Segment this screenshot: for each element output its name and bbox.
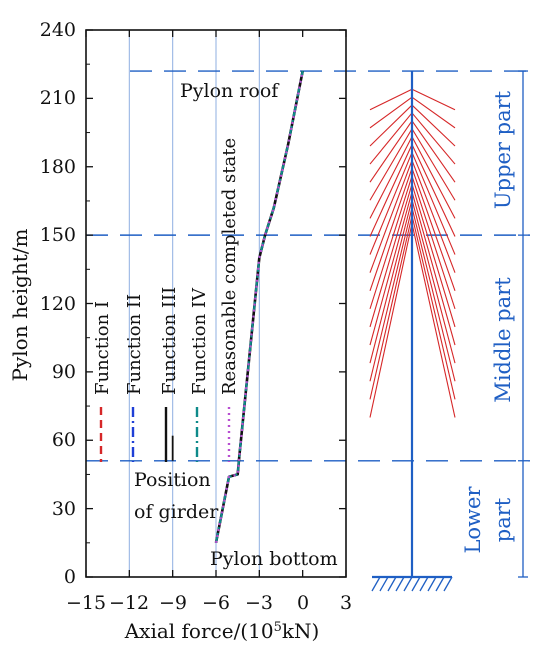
region-label-lower-2: part (491, 497, 515, 542)
base-hatch (379, 576, 389, 592)
x-tick-label: −6 (202, 592, 230, 614)
legend-label-function-1: Function I (92, 301, 113, 395)
y-tick-label: 120 (40, 293, 76, 315)
stay-cable (411, 223, 456, 418)
pylon-bottom-label: Pylon bottom (210, 548, 338, 570)
stay-cable (411, 160, 456, 273)
pylon-diagram (369, 70, 528, 592)
stay-cable (369, 152, 413, 255)
stay-cable (411, 136, 456, 219)
base-hatch (427, 576, 437, 592)
x-tick-label: −15 (66, 592, 106, 614)
x-tick-label: −3 (245, 592, 273, 614)
series-lines (99, 70, 304, 544)
girder-label-line1: Position (134, 469, 211, 491)
base-hatch (395, 576, 405, 592)
base-hatch (419, 576, 429, 592)
stay-cable (369, 136, 413, 219)
stay-cable (369, 112, 413, 165)
stay-cable (369, 191, 413, 346)
region-label-lower-1: Lower (461, 486, 485, 554)
stay-cable (369, 175, 413, 310)
base-hatch (435, 576, 445, 592)
axis-ticks (85, 29, 347, 578)
stay-cable (369, 199, 413, 364)
stay-cable (369, 120, 413, 183)
region-label-upper: Upper part (491, 90, 515, 209)
stay-cable (411, 120, 456, 183)
stay-cable (369, 168, 413, 291)
legend-label-function-3: Function III (159, 287, 180, 395)
y-tick-label: 240 (40, 19, 76, 41)
y-tick-label: 60 (52, 429, 76, 451)
stay-cable (411, 175, 456, 310)
stay-cable (369, 128, 413, 201)
y-tick-label: 90 (52, 361, 76, 383)
stay-cable (369, 207, 413, 382)
stay-cable (411, 144, 456, 237)
y-tick-label: 0 (64, 566, 76, 588)
stay-cable (411, 183, 456, 328)
x-tick-label: −12 (109, 592, 149, 614)
pylon-roof-label: Pylon roof (180, 80, 280, 102)
stay-cable (411, 128, 456, 201)
x-axis-title: Axial force/(105kN) (124, 619, 320, 643)
x-tick-label: 0 (297, 592, 309, 614)
girder-label-line2: of girder (134, 501, 219, 523)
x-tick-label: −9 (159, 592, 187, 614)
base-hatch (403, 576, 413, 592)
stay-cable (369, 88, 413, 111)
base-hatch (371, 576, 381, 592)
legend-label-function-2: Function II (124, 294, 145, 395)
stay-cable (411, 207, 456, 382)
y-tick-label: 150 (40, 224, 76, 246)
stay-cable (369, 104, 413, 147)
stay-cable (369, 144, 413, 237)
y-tick-label: 210 (40, 87, 76, 109)
stay-cable (369, 223, 413, 418)
stay-cable (369, 96, 413, 129)
base-hatch (443, 576, 453, 592)
stay-cable (411, 191, 456, 346)
y-tick-label: 30 (52, 498, 76, 520)
stay-cable (411, 168, 456, 291)
stay-cable (369, 183, 413, 328)
series-line-4 (214, 70, 304, 544)
legend-label-function-4: Function IV (189, 287, 210, 395)
legend-label-completed-state: Reasonable completed state (219, 138, 240, 395)
stay-cable (369, 160, 413, 273)
y-axis-title: Pylon height/m (8, 228, 32, 381)
base-hatch (411, 576, 421, 592)
stay-cable (411, 96, 456, 129)
x-tick-label: 3 (340, 592, 352, 614)
grid-lines (86, 30, 530, 577)
stay-cable (411, 199, 456, 364)
stay-cable (411, 152, 456, 255)
stay-cable (369, 215, 413, 400)
base-hatch (387, 576, 397, 592)
stay-cable (411, 112, 456, 165)
stay-cable (411, 88, 456, 111)
stay-cable (411, 104, 456, 147)
y-tick-label: 180 (40, 156, 76, 178)
region-label-middle: Middle part (491, 277, 515, 403)
stay-cable (411, 215, 456, 400)
